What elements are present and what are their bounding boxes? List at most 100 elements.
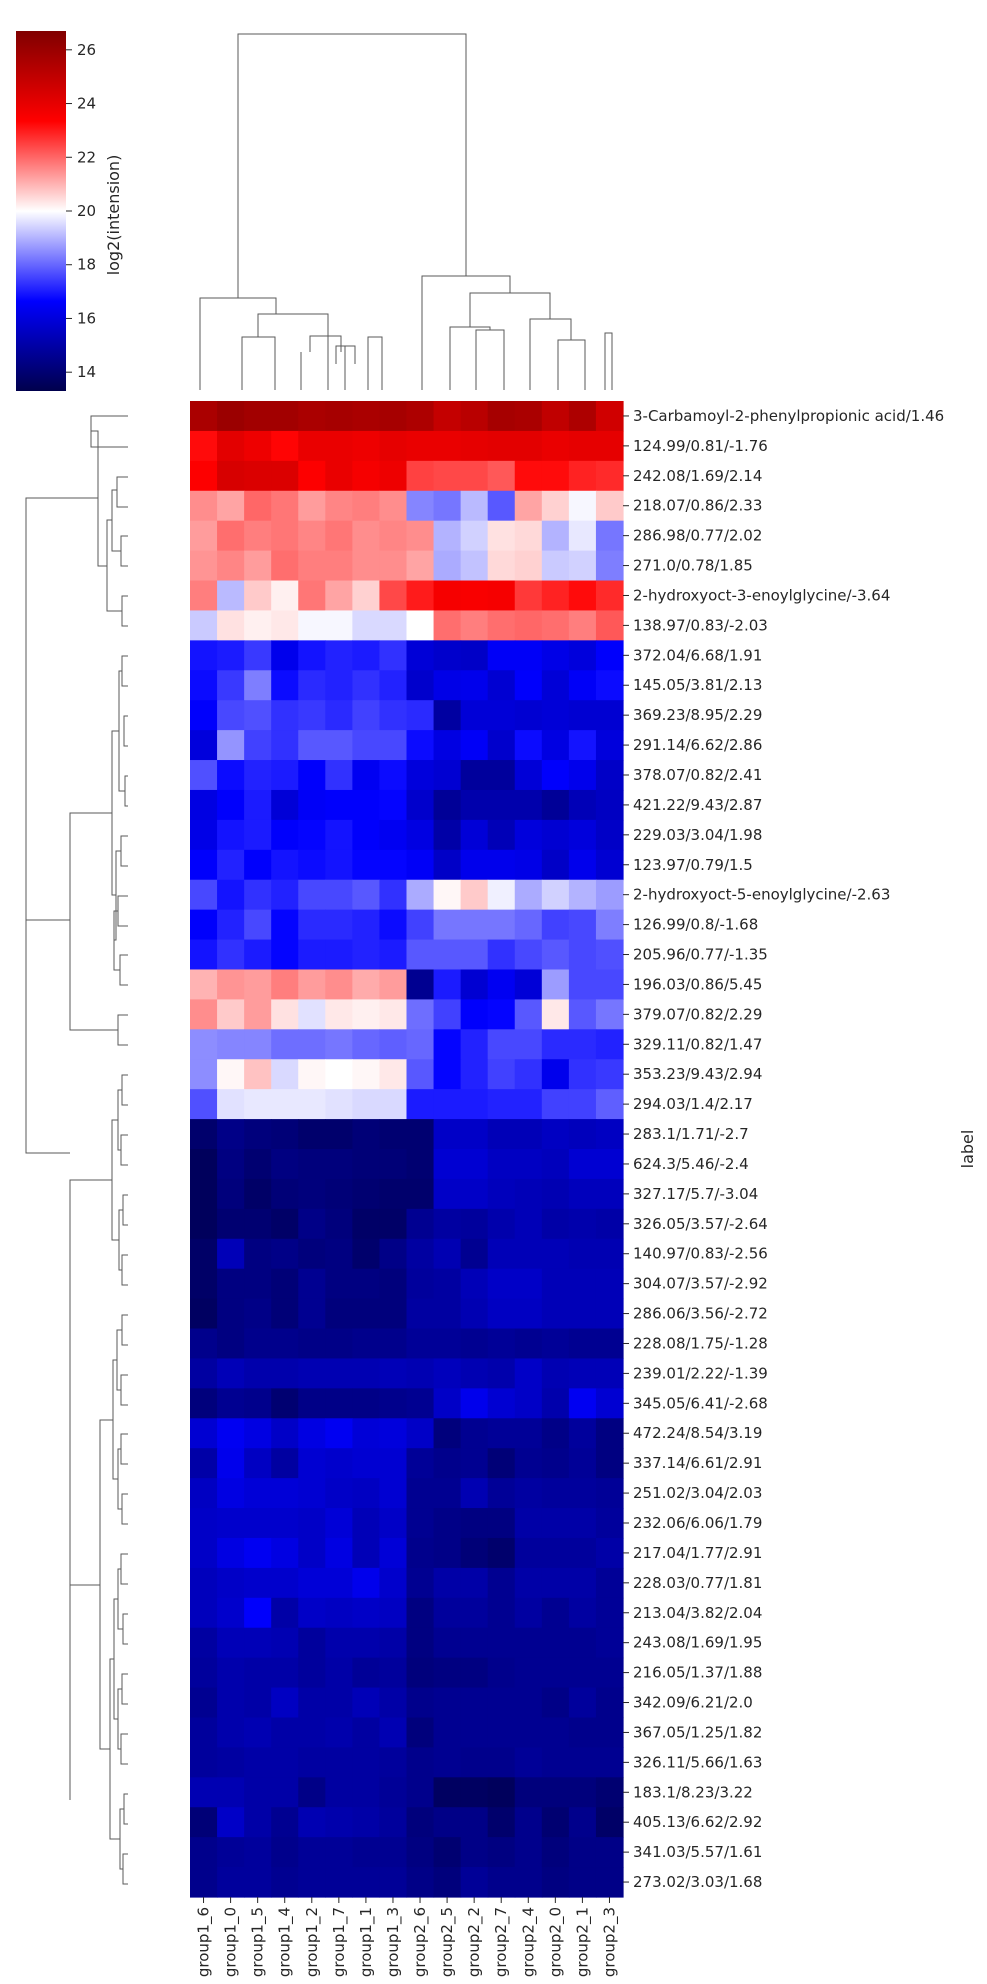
heatmap-cell	[217, 640, 245, 671]
heatmap-cell	[460, 1298, 489, 1330]
heatmap-cell	[460, 580, 489, 612]
heatmap-cell	[271, 789, 299, 821]
heatmap-cell	[217, 1298, 245, 1330]
heatmap-cell	[325, 969, 353, 1000]
row-label: 126.99/0.8/-1.68	[633, 916, 758, 934]
heatmap-cell	[406, 401, 435, 432]
heatmap-cell	[379, 1089, 408, 1120]
heatmap-cell	[406, 1388, 435, 1419]
heatmap-cell	[190, 969, 218, 1000]
heatmap-cell	[352, 1208, 381, 1240]
heatmap-cell	[514, 1328, 543, 1360]
heatmap-cell	[298, 490, 326, 522]
heatmap-cell	[379, 401, 408, 432]
heatmap-cell	[568, 1717, 597, 1748]
heatmap-cell	[595, 879, 624, 911]
row-label: 229.03/3.04/1.98	[633, 826, 762, 844]
heatmap-cell	[568, 580, 597, 612]
heatmap-cell	[244, 1567, 272, 1599]
heatmap-cell	[325, 1627, 353, 1659]
heatmap-cell	[514, 1238, 543, 1270]
heatmap-cell	[190, 789, 218, 821]
heatmap-cell	[271, 1478, 299, 1509]
heatmap-cell	[190, 580, 218, 612]
heatmap-cell	[487, 849, 516, 881]
heatmap-cell	[244, 1537, 272, 1569]
heatmap-cell	[541, 1208, 570, 1240]
heatmap-cell	[595, 1717, 624, 1748]
heatmap-cell	[487, 640, 516, 671]
heatmap-cell	[217, 550, 245, 582]
heatmap-cell	[325, 640, 353, 671]
heatmap-cell	[190, 1358, 218, 1389]
heatmap-cell	[298, 969, 326, 1000]
heatmap-cell	[217, 1807, 245, 1838]
heatmap-cell	[595, 700, 624, 731]
heatmap-cell	[595, 1567, 624, 1599]
heatmap-cell	[541, 670, 570, 701]
heatmap-cell	[325, 580, 353, 612]
heatmap-cell	[460, 1657, 489, 1689]
heatmap-cell	[325, 700, 353, 731]
heatmap-cell	[568, 760, 597, 791]
heatmap-cell	[433, 1717, 462, 1748]
row-label: 378.07/0.82/2.41	[633, 766, 762, 784]
heatmap-cell	[244, 1388, 272, 1419]
heatmap-cell	[190, 939, 218, 971]
heatmap-cell	[460, 789, 489, 821]
heatmap-cell	[325, 1298, 353, 1330]
heatmap-cell	[433, 730, 462, 761]
heatmap-cell	[568, 640, 597, 671]
heatmap-cell	[406, 849, 435, 881]
heatmap-cell	[406, 879, 435, 911]
heatmap-cell	[460, 730, 489, 761]
heatmap-cell	[595, 1747, 624, 1778]
heatmap-cell	[487, 1537, 516, 1569]
heatmap-cell	[244, 1208, 272, 1240]
heatmap-cell	[190, 879, 218, 911]
heatmap-cell	[406, 999, 435, 1030]
heatmap-cell	[190, 460, 218, 492]
heatmap-cell	[379, 789, 408, 821]
heatmap-cell	[514, 1388, 543, 1419]
heatmap-cell	[568, 550, 597, 582]
heatmap-cell	[514, 490, 543, 522]
heatmap-cell	[379, 1388, 408, 1419]
heatmap-cell	[190, 1687, 218, 1719]
heatmap-cell	[244, 849, 272, 881]
heatmap-cell	[568, 1059, 597, 1090]
colorbar-tick-label: 14	[77, 363, 96, 381]
heatmap-cell	[568, 849, 597, 881]
row-label: 342.09/6.21/2.0	[633, 1694, 753, 1712]
heatmap-cell	[460, 1597, 489, 1629]
heatmap-cell	[541, 1478, 570, 1509]
heatmap-cell	[487, 1119, 516, 1150]
heatmap-cell	[352, 1089, 381, 1120]
row-label: 2-hydroxyoct-3-enoylglycine/-3.64	[633, 586, 890, 604]
heatmap-cell	[244, 1478, 272, 1509]
heatmap-cell	[325, 520, 353, 552]
heatmap-cell	[595, 1029, 624, 1060]
heatmap-cell	[244, 700, 272, 731]
heatmap-cell	[325, 1657, 353, 1689]
heatmap-cell	[487, 819, 516, 851]
heatmap-cell	[460, 1687, 489, 1719]
heatmap-cell	[379, 1657, 408, 1689]
column-label: group1_1	[357, 1907, 376, 1977]
heatmap-cell	[595, 730, 624, 761]
heatmap-cell	[433, 700, 462, 731]
heatmap-cell	[460, 1268, 489, 1300]
column-label: group2_1	[573, 1907, 592, 1977]
heatmap-cell	[352, 1717, 381, 1748]
heatmap-cell	[568, 670, 597, 701]
heatmap-cell	[487, 879, 516, 911]
heatmap-cell	[487, 1328, 516, 1360]
heatmap-cell	[190, 700, 218, 731]
heatmap-cell	[541, 1238, 570, 1270]
heatmap-cell	[379, 1358, 408, 1389]
heatmap-cell	[514, 1627, 543, 1659]
heatmap-cell	[190, 1089, 218, 1120]
heatmap-cell	[325, 1597, 353, 1629]
heatmap-cell	[541, 1029, 570, 1060]
heatmap-cell	[433, 1388, 462, 1419]
